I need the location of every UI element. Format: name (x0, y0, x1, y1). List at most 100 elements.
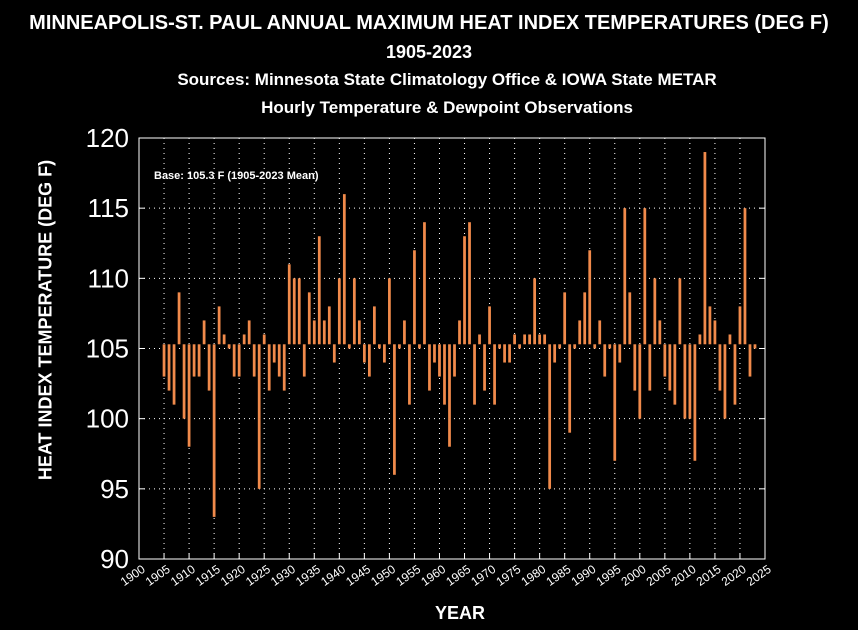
bar-1990 (588, 250, 592, 345)
bar-1947 (372, 306, 376, 345)
bar-1939 (332, 344, 336, 363)
bar-1966 (468, 222, 471, 345)
bar-2004 (658, 320, 662, 345)
bar-1918 (227, 344, 231, 349)
bar-1971 (493, 344, 496, 405)
bar-1957 (423, 222, 426, 345)
bar-1929 (282, 344, 286, 391)
y-tick-label: 100 (86, 404, 129, 434)
bar-1956 (418, 344, 421, 349)
bar-2022 (748, 344, 752, 377)
bar-2011 (693, 344, 697, 461)
bar-2010 (688, 344, 692, 419)
x-tick-label: 2020 (719, 562, 749, 589)
bar-1963 (453, 344, 456, 377)
bars-group (162, 152, 757, 517)
x-tick-label: 2025 (744, 562, 774, 589)
x-tick-label: 1960 (418, 562, 448, 589)
x-tick-label: 1935 (293, 562, 323, 589)
x-tick-label: 2010 (669, 562, 699, 589)
chart-title: MINNEAPOLIS-ST. PAUL ANNUAL MAXIMUM HEAT… (29, 12, 829, 34)
bar-1948 (378, 344, 381, 349)
x-tick-label: 1925 (243, 562, 273, 589)
bar-1937 (322, 320, 326, 345)
bar-1986 (568, 344, 572, 433)
bar-1969 (483, 344, 486, 391)
bar-1908 (177, 292, 181, 345)
bar-1953 (403, 320, 406, 345)
bar-1934 (307, 292, 311, 345)
bar-2005 (663, 344, 667, 377)
bar-1981 (543, 334, 547, 345)
bar-2007 (673, 344, 677, 405)
bar-1972 (498, 344, 501, 349)
bar-1983 (553, 344, 557, 363)
x-tick-label: 1970 (468, 562, 498, 589)
bar-2012 (698, 334, 702, 345)
bar-1954 (408, 344, 411, 405)
x-tick-label: 1920 (218, 562, 248, 589)
bar-1999 (633, 344, 637, 391)
bar-1932 (297, 278, 301, 345)
bar-1965 (463, 236, 466, 345)
bar-2008 (678, 278, 682, 345)
bar-1941 (342, 194, 346, 345)
bar-1992 (598, 320, 602, 345)
bar-2021 (743, 208, 747, 345)
bar-1944 (357, 320, 361, 345)
y-tick-label: 105 (86, 334, 129, 364)
bar-1949 (383, 344, 386, 363)
bar-1914 (207, 344, 211, 391)
x-axis-label: YEAR (434, 603, 485, 623)
x-tick-label: 2015 (694, 562, 724, 589)
x-tick-label: 1930 (268, 562, 298, 589)
bar-1982 (548, 344, 552, 489)
bar-1996 (618, 344, 622, 363)
bar-1951 (393, 344, 396, 475)
bar-1958 (428, 344, 431, 391)
x-ticks: 1900190519101915192019251930193519401945… (118, 553, 774, 589)
bar-2002 (648, 344, 652, 391)
bar-1987 (573, 344, 577, 349)
bar-1985 (563, 292, 567, 345)
x-tick-label: 1940 (318, 562, 348, 589)
bar-1905 (162, 344, 166, 377)
bar-1984 (558, 344, 562, 349)
x-tick-label: 1945 (343, 562, 373, 589)
bar-2023 (753, 344, 757, 349)
base-annotation: Base: 105.3 F (1905-2023 Mean) (154, 170, 319, 182)
y-tick-label: 120 (86, 123, 129, 153)
bar-1920 (237, 344, 241, 377)
bar-1977 (523, 334, 526, 345)
bar-1940 (337, 278, 341, 345)
bar-1917 (222, 334, 226, 345)
bar-2006 (668, 344, 672, 391)
x-tick-label: 1910 (168, 562, 198, 589)
bar-1991 (593, 344, 597, 349)
bar-1997 (623, 208, 627, 345)
bar-1928 (277, 344, 281, 377)
bar-1946 (367, 344, 371, 377)
y-tick-label: 110 (88, 263, 129, 293)
y-ticks: 90 95 100 105 110 115 120 (86, 123, 765, 574)
bar-1912 (197, 344, 201, 377)
bar-1945 (362, 344, 366, 363)
bar-1906 (167, 344, 171, 391)
bar-1995 (613, 344, 617, 461)
bar-1919 (232, 344, 236, 377)
bar-1931 (292, 278, 296, 345)
bar-1998 (628, 292, 632, 345)
y-tick-label: 90 (100, 544, 129, 574)
bar-1988 (578, 320, 582, 345)
bar-1979 (533, 278, 537, 345)
x-tick-label: 1980 (518, 562, 548, 589)
bar-1978 (528, 334, 532, 345)
bar-1913 (202, 320, 206, 345)
bar-1964 (458, 320, 461, 345)
grid-lines (139, 138, 765, 559)
bar-1926 (267, 344, 271, 391)
bar-1910 (187, 344, 191, 447)
bar-1994 (608, 344, 612, 349)
bar-2001 (643, 208, 647, 345)
x-tick-label: 2000 (619, 562, 649, 589)
